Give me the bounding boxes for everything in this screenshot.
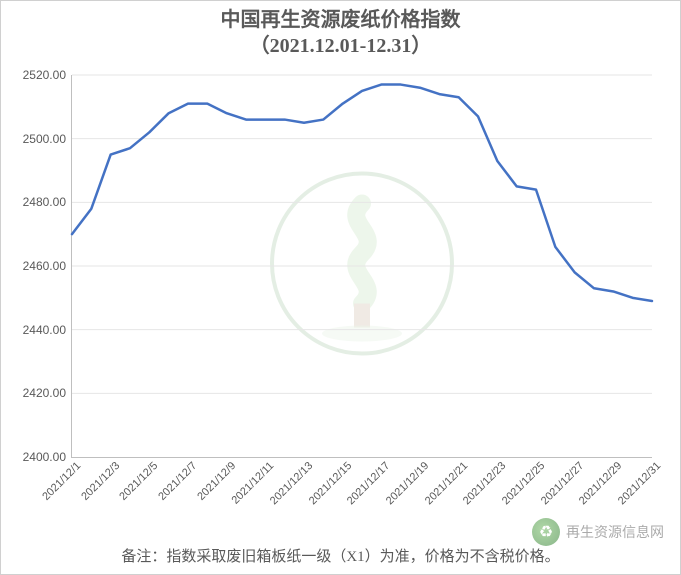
y-axis-label: 2440.00 [23, 323, 72, 337]
chart-title-block: 中国再生资源废纸价格指数 （2021.12.01-12.31） [1, 1, 680, 59]
chart-container: 中国再生资源废纸价格指数 （2021.12.01-12.31） 2400.002… [0, 0, 681, 575]
brand-text: 再生资源信息网 [566, 522, 664, 542]
footer-brand: ♻ 再生资源信息网 [532, 518, 664, 546]
y-axis-label: 2520.00 [23, 68, 72, 82]
line-chart-svg [72, 75, 652, 457]
y-axis-label: 2460.00 [23, 259, 72, 273]
chart-title-line2: （2021.12.01-12.31） [1, 33, 680, 59]
y-axis-label: 2420.00 [23, 386, 72, 400]
y-axis-label: 2480.00 [23, 195, 72, 209]
chart-title-line1: 中国再生资源废纸价格指数 [1, 7, 680, 33]
y-axis-label: 2500.00 [23, 132, 72, 146]
chart-footnote: 备注：指数采取废旧箱板纸一级（X1）为准，价格为不含税价格。 [1, 545, 680, 566]
plot-area: 2400.002420.002440.002460.002480.002500.… [71, 75, 652, 458]
x-axis-label: 2021/12/5 [115, 457, 161, 503]
recycle-icon: ♻ [532, 518, 560, 546]
y-axis-label: 2400.00 [23, 450, 72, 464]
x-axis-label: 2021/12/7 [153, 457, 199, 503]
x-axis-label: 2021/12/3 [76, 457, 122, 503]
